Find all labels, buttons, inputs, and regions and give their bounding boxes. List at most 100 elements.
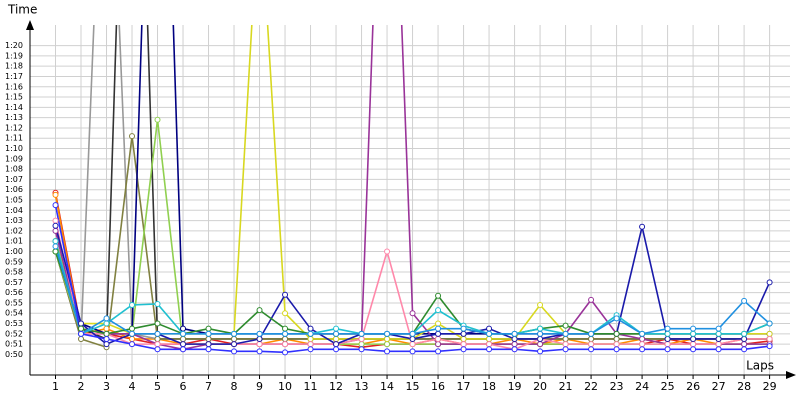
point: [690, 346, 697, 353]
y-tick-label: 0:54: [5, 309, 23, 318]
x-tick-label: 3: [103, 380, 110, 393]
point: [231, 348, 238, 355]
point: [129, 335, 136, 342]
point: [460, 325, 467, 332]
point: [333, 335, 340, 342]
point: [690, 335, 697, 342]
point: [690, 325, 697, 332]
y-tick-label: 1:16: [5, 82, 23, 91]
x-tick-label: 4: [129, 380, 136, 393]
point: [384, 248, 391, 255]
point: [511, 346, 518, 353]
point: [78, 330, 85, 337]
point: [256, 348, 263, 355]
point: [766, 343, 773, 350]
point: [307, 341, 314, 348]
x-tick-label: 8: [231, 380, 238, 393]
point: [766, 335, 773, 342]
point: [129, 341, 136, 348]
point: [231, 335, 238, 342]
point: [409, 335, 416, 342]
point: [664, 346, 671, 353]
y-tick-label: 1:18: [5, 62, 23, 71]
y-tick-label: 1:07: [5, 175, 23, 184]
point: [664, 341, 671, 348]
point: [613, 335, 620, 342]
y-tick-label: 1:09: [5, 154, 23, 163]
point: [282, 325, 289, 332]
point: [486, 346, 493, 353]
point: [460, 335, 467, 342]
y-tick-label: 0:53: [5, 319, 23, 328]
point: [460, 346, 467, 353]
point: [205, 330, 212, 337]
point: [103, 315, 110, 322]
point: [409, 348, 416, 355]
y-tick-label: 1:06: [5, 185, 23, 194]
point: [358, 330, 365, 337]
point: [435, 348, 442, 355]
point: [588, 335, 595, 342]
point: [231, 341, 238, 348]
point: [766, 320, 773, 327]
x-tick-label: 1: [52, 380, 59, 393]
y-tick-label: 1:01: [5, 237, 23, 246]
x-tick-label: 16: [431, 380, 445, 393]
y-tick-label: 1:12: [5, 123, 23, 132]
point: [537, 325, 544, 332]
point: [639, 346, 646, 353]
x-tick-label: 11: [304, 380, 318, 393]
x-tick-label: 27: [712, 380, 726, 393]
point: [690, 330, 697, 337]
point: [741, 335, 748, 342]
point: [154, 346, 161, 353]
x-tick-label: 20: [533, 380, 547, 393]
point: [741, 346, 748, 353]
x-tick-label: 7: [205, 380, 212, 393]
x-tick-label: 13: [355, 380, 369, 393]
point: [307, 335, 314, 342]
point: [256, 307, 263, 314]
point: [409, 310, 416, 317]
point: [511, 330, 518, 337]
y-tick-label: 1:05: [5, 196, 23, 205]
point: [435, 335, 442, 342]
point: [435, 307, 442, 314]
point: [537, 302, 544, 308]
point: [129, 302, 136, 308]
point: [511, 335, 518, 342]
point: [307, 330, 314, 337]
point: [205, 346, 212, 353]
point: [205, 335, 212, 342]
point: [537, 348, 544, 355]
y-tick-label: 1:08: [5, 165, 23, 174]
point: [78, 325, 85, 332]
point: [129, 325, 136, 332]
point: [613, 346, 620, 353]
point: [639, 341, 646, 348]
x-tick-label: 5: [154, 380, 161, 393]
point: [52, 217, 59, 224]
point: [129, 133, 136, 140]
point: [52, 227, 59, 234]
point: [180, 325, 187, 332]
point: [562, 335, 569, 342]
point: [154, 335, 161, 342]
point: [256, 341, 263, 348]
point: [154, 330, 161, 337]
point: [384, 335, 391, 342]
x-tick-label: 25: [661, 380, 675, 393]
point: [741, 341, 748, 348]
point: [384, 348, 391, 355]
point: [103, 330, 110, 337]
y-tick-label: 1:13: [5, 113, 23, 122]
point: [537, 341, 544, 348]
point: [537, 335, 544, 342]
point: [154, 320, 161, 327]
x-tick-label: 10: [278, 380, 292, 393]
point: [154, 300, 161, 307]
x-tick-label: 26: [686, 380, 700, 393]
point: [486, 325, 493, 332]
point: [205, 325, 212, 332]
y-axis-label: Time: [7, 3, 37, 17]
